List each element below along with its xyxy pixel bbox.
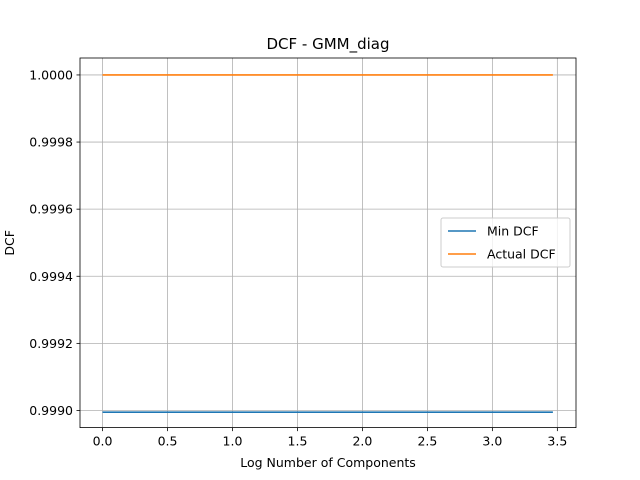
x-tick-label: 3.5	[547, 434, 567, 449]
legend-label-min-dcf: Min DCF	[487, 224, 539, 239]
series-layer	[102, 74, 553, 413]
chart-title: DCF - GMM_diag	[266, 35, 389, 54]
legend: Min DCF Actual DCF	[440, 217, 571, 268]
y-tick-label: 1.0000	[29, 67, 73, 82]
y-tick-label: 0.9994	[29, 269, 73, 284]
y-axis-label: DCF	[2, 230, 17, 256]
legend-label-actual-dcf: Actual DCF	[487, 247, 556, 262]
x-tick-label: 0.0	[93, 434, 113, 449]
x-tick-label: 1.5	[288, 434, 308, 449]
y-tick-label: 0.9996	[29, 202, 73, 217]
plot-frame	[79, 57, 577, 429]
ticks-layer: 0.0 0.5 1.0 1.5 2.0 2.5 3.0 3.5 0.9990 0.9992 0.99…	[29, 67, 567, 448]
y-tick-label: 0.9998	[29, 135, 73, 150]
x-tick-label: 2.0	[352, 434, 372, 449]
x-tick-label: 3.0	[482, 434, 502, 449]
y-tick-label: 0.9990	[29, 403, 73, 418]
x-tick-label: 2.5	[417, 434, 437, 449]
y-tick-label: 0.9992	[29, 336, 73, 351]
x-tick-label: 0.5	[158, 434, 178, 449]
x-tick-label: 1.0	[223, 434, 243, 449]
x-axis-label: Log Number of Components	[240, 455, 416, 470]
